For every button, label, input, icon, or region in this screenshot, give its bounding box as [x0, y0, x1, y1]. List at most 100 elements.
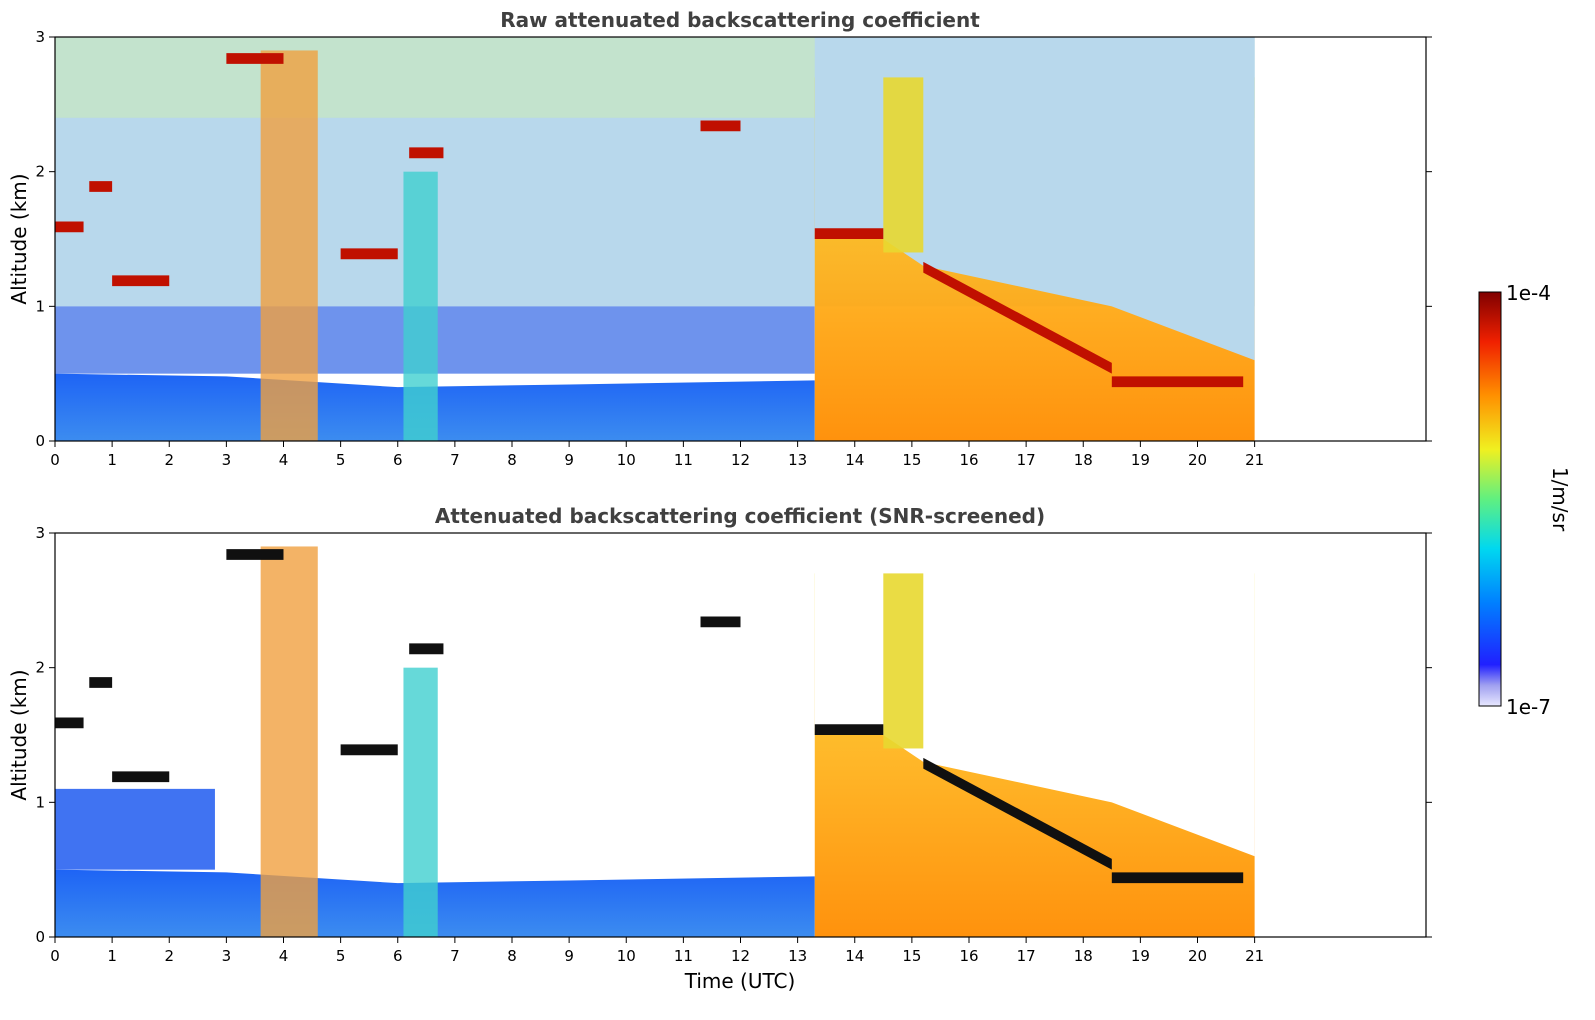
x-tick-label: 9 [564, 947, 574, 965]
x-tick-label: 15 [902, 451, 921, 469]
cloud-layer [700, 616, 741, 628]
convective-column [883, 77, 924, 253]
cloud-layer [923, 757, 1112, 870]
panel-1-y-label: Altitude (km) [7, 173, 31, 304]
cloud-layer [700, 120, 741, 132]
x-tick-label: 13 [788, 947, 807, 965]
x-tick-label: 5 [336, 451, 346, 469]
panel-1-title: Raw attenuated backscattering coefficien… [500, 8, 980, 32]
colorbar-max-label: 1e-4 [1506, 281, 1551, 305]
x-tick-label: 21 [1245, 451, 1264, 469]
x-tick-label: 16 [959, 451, 978, 469]
panel-raw: Raw attenuated backscattering coefficien… [7, 8, 1432, 469]
colorbar-gradient [1478, 291, 1502, 707]
y-tick-label: 3 [35, 28, 45, 46]
x-tick-label: 19 [1131, 947, 1150, 965]
y-tick-label: 0 [35, 928, 45, 946]
panel-1-marks [55, 53, 1244, 388]
x-tick-label: 4 [279, 451, 289, 469]
x-tick-label: 11 [674, 947, 693, 965]
high-signal-column [260, 50, 318, 441]
x-tick-label: 5 [336, 947, 346, 965]
x-tick-label: 12 [731, 947, 750, 965]
cloud-layer [409, 643, 444, 655]
cloud-layer [55, 717, 84, 729]
cloud-layer [112, 275, 170, 287]
cloud-layer [923, 261, 1112, 374]
convective-column [883, 573, 924, 749]
panel-2-y-label: Altitude (km) [7, 669, 31, 800]
y-tick-label: 0 [35, 432, 45, 450]
cloud-layer [814, 724, 884, 735]
y-tick-label: 3 [35, 524, 45, 542]
colorbar-min-label: 1e-7 [1506, 695, 1551, 719]
x-tick-label: 7 [450, 451, 460, 469]
x-tick-label: 13 [788, 451, 807, 469]
panel-snr-screened: Attenuated backscattering coefficient (S… [7, 504, 1432, 993]
panel-2-y-ticks: 0 1 2 3 [35, 524, 1432, 946]
cloud-layer [814, 228, 884, 239]
x-tick-label: 0 [50, 451, 60, 469]
x-tick-label: 3 [222, 451, 232, 469]
panel-1-x-ticks: 0 1 2 3 4 5 6 7 8 9 10 11 12 13 14 15 16 17 18 19 20 21 [50, 441, 1264, 469]
x-tick-label: 11 [674, 451, 693, 469]
colorbar: 1e-4 1e-7 1/m/sr [1478, 281, 1572, 719]
cloud-layer [340, 744, 398, 756]
x-tick-label: 14 [845, 947, 864, 965]
x-tick-label: 1 [107, 451, 117, 469]
x-tick-label: 8 [507, 947, 517, 965]
x-tick-label: 15 [902, 947, 921, 965]
x-axis-label: Time (UTC) [684, 969, 796, 993]
panel-1-y-ticks: 0 1 2 3 [35, 28, 1432, 450]
cloud-layer [226, 53, 284, 64]
x-tick-label: 17 [1017, 451, 1036, 469]
y-tick-label: 2 [35, 163, 45, 181]
cloud-layer [226, 549, 284, 560]
x-tick-label: 0 [50, 947, 60, 965]
panel-1-background [55, 37, 1255, 442]
x-tick-label: 2 [164, 451, 174, 469]
x-tick-label: 8 [507, 451, 517, 469]
x-tick-label: 6 [393, 451, 403, 469]
cloud-layer [340, 248, 398, 260]
x-tick-label: 18 [1074, 451, 1093, 469]
cloud-layer [55, 221, 84, 233]
panel-2-title: Attenuated backscattering coefficient (S… [435, 504, 1045, 528]
colorbar-label: 1/m/sr [1548, 467, 1572, 532]
cloud-layer [89, 181, 113, 192]
high-signal-column [403, 667, 438, 937]
x-tick-label: 19 [1131, 451, 1150, 469]
panel-2-background [55, 533, 1255, 937]
high-signal-column [260, 546, 318, 937]
clear-sky-mask [814, 533, 1255, 857]
clear-sky-mask [814, 37, 1255, 361]
cloud-layer [1111, 872, 1244, 884]
y-tick-label: 1 [35, 793, 45, 811]
x-tick-label: 21 [1245, 947, 1264, 965]
cloud-layer [1111, 376, 1244, 388]
x-tick-label: 16 [959, 947, 978, 965]
x-tick-label: 14 [845, 451, 864, 469]
x-tick-label: 18 [1074, 947, 1093, 965]
cloud-layer [409, 147, 444, 159]
x-tick-label: 4 [279, 947, 289, 965]
x-tick-label: 12 [731, 451, 750, 469]
x-tick-label: 20 [1188, 451, 1207, 469]
high-signal-column [403, 171, 438, 441]
x-tick-label: 6 [393, 947, 403, 965]
x-tick-label: 10 [617, 451, 636, 469]
x-tick-label: 10 [617, 947, 636, 965]
cloud-layer [89, 677, 113, 688]
x-tick-label: 9 [564, 451, 574, 469]
x-tick-label: 1 [107, 947, 117, 965]
y-tick-label: 1 [35, 297, 45, 315]
y-tick-label: 2 [35, 659, 45, 677]
x-tick-label: 20 [1188, 947, 1207, 965]
cloud-layer [112, 771, 170, 783]
x-tick-label: 17 [1017, 947, 1036, 965]
panel-2-marks [55, 549, 1244, 884]
x-tick-label: 2 [164, 947, 174, 965]
x-tick-label: 7 [450, 947, 460, 965]
screened-residual-signal [55, 788, 215, 870]
